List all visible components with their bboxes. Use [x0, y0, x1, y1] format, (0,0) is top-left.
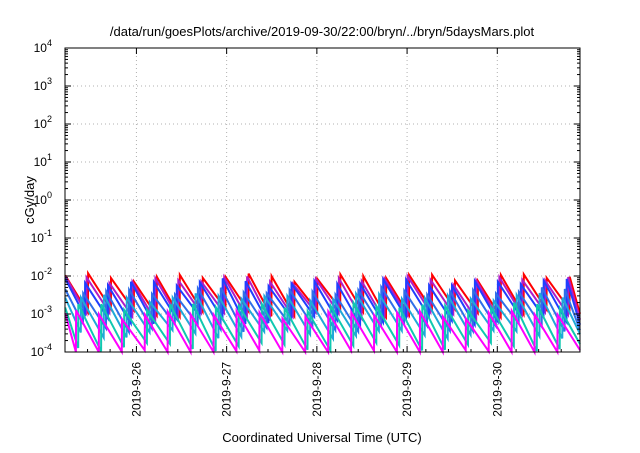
y-tick-label: 102 — [34, 114, 52, 131]
y-tick-exponent: 0 — [47, 190, 52, 200]
y-tick-label: 10-2 — [31, 266, 52, 283]
y-tick-exponent: 1 — [47, 152, 52, 162]
y-tick-exponent: -3 — [44, 304, 52, 314]
y-tick-base: 10 — [34, 41, 48, 55]
y-tick-exponent: -4 — [44, 342, 52, 352]
x-tick-label: 2019-9-29 — [400, 362, 414, 417]
y-tick-base: 10 — [34, 155, 48, 169]
y-tick-label: 10-1 — [31, 228, 52, 245]
y-tick-exponent: 3 — [47, 76, 52, 86]
plot-frame — [64, 47, 581, 353]
series-line-3 — [64, 275, 581, 329]
ticks: 10-410-310-210-11001011021031042019-9-26… — [31, 38, 580, 417]
grid — [65, 48, 580, 352]
y-tick-base: 10 — [34, 193, 48, 207]
y-tick-label: 10-3 — [31, 304, 52, 321]
x-tick-label: 2019-9-30 — [490, 362, 504, 417]
y-tick-label: 103 — [34, 76, 52, 93]
y-tick-label: 100 — [34, 190, 52, 207]
y-tick-base: 10 — [31, 345, 45, 359]
series-line-4 — [64, 283, 581, 336]
x-tick-label: 2019-9-28 — [310, 362, 324, 417]
y-tick-label: 101 — [34, 152, 52, 169]
y-tick-base: 10 — [34, 117, 48, 131]
chart-title: /data/run/goesPlots/archive/2019-09-30/2… — [110, 24, 535, 39]
x-tick-label: 2019-9-27 — [220, 362, 234, 417]
y-tick-exponent: 2 — [47, 114, 52, 124]
series-line-1 — [64, 269, 581, 321]
y-tick-exponent: -1 — [44, 228, 52, 238]
y-tick-base: 10 — [31, 231, 45, 245]
y-tick-label: 104 — [34, 38, 52, 55]
y-tick-exponent: 4 — [47, 38, 52, 48]
y-tick-base: 10 — [31, 307, 45, 321]
y-axis-label: cGy/day — [22, 176, 37, 224]
series-layer — [64, 269, 581, 356]
y-axis-label-group: cGy/day — [22, 176, 37, 224]
y-tick-exponent: -2 — [44, 266, 52, 276]
y-tick-base: 10 — [34, 79, 48, 93]
series-line-5 — [64, 290, 581, 343]
y-tick-label: 10-4 — [31, 342, 52, 359]
series-line-7 — [64, 307, 581, 356]
x-tick-label: 2019-9-26 — [129, 362, 143, 417]
series-line-6 — [64, 299, 581, 355]
y-tick-base: 10 — [31, 269, 45, 283]
x-axis-label: Coordinated Universal Time (UTC) — [222, 430, 421, 445]
